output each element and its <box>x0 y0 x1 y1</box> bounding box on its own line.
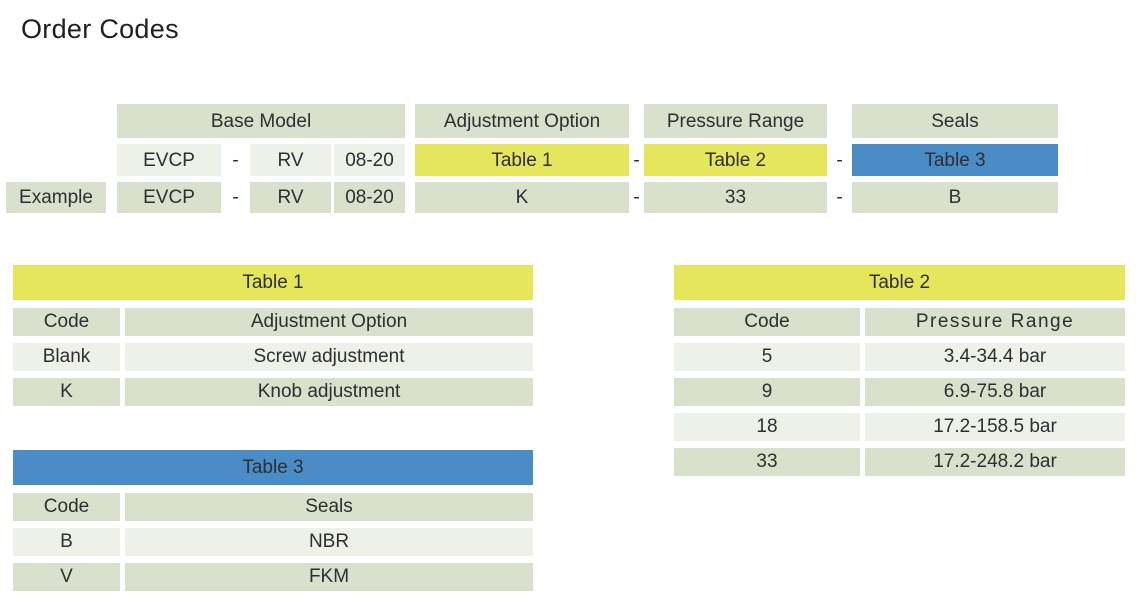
example-adjustment-cell: K <box>415 182 629 213</box>
table-3-header-code: Code <box>13 493 120 521</box>
table-1-code: K <box>13 378 120 406</box>
table-2-header-pressure: Pressure Range <box>865 308 1125 336</box>
table-1-header-code: Code <box>13 308 120 336</box>
code-dash-3: - <box>836 149 843 171</box>
table-1-value: Knob adjustment <box>125 378 533 406</box>
table-row: Code Pressure Range <box>674 308 1125 336</box>
header-pressure-range: Pressure Range <box>644 104 827 138</box>
header-adjustment-option: Adjustment Option <box>415 104 629 138</box>
table-2-code: 5 <box>674 343 860 371</box>
table-row: B NBR <box>13 528 533 556</box>
table-1: Table 1 Code Adjustment Option Blank Scr… <box>13 265 533 406</box>
example-series-cell: RV <box>250 182 331 213</box>
table-2-value: 17.2-248.2 bar <box>865 448 1125 476</box>
table-1-code: Blank <box>13 343 120 371</box>
table-1-header-option: Adjustment Option <box>125 308 533 336</box>
table-2: Table 2 Code Pressure Range 5 3.4-34.4 b… <box>674 265 1125 476</box>
example-dash-1: - <box>232 187 239 208</box>
code-dash-2: - <box>633 149 640 171</box>
table-row: Code Adjustment Option <box>13 308 533 336</box>
table-1-value: Screw adjustment <box>125 343 533 371</box>
example-seals-cell: B <box>852 182 1058 213</box>
table-2-code: 9 <box>674 378 860 406</box>
code-series-cell: RV <box>250 144 331 176</box>
example-size-cell: 08-20 <box>334 182 405 213</box>
table-3: Table 3 Code Seals B NBR V FKM <box>13 450 533 591</box>
table-row: 33 17.2-248.2 bar <box>674 448 1125 476</box>
table-3-value: NBR <box>125 528 533 556</box>
table-3-value: FKM <box>125 563 533 591</box>
example-dash-2: - <box>633 187 640 208</box>
code-pressure-ref-cell: Table 2 <box>644 144 827 176</box>
header-seals: Seals <box>852 104 1058 138</box>
table-row: 9 6.9-75.8 bar <box>674 378 1125 406</box>
example-pressure-cell: 33 <box>644 182 827 213</box>
table-row: V FKM <box>13 563 533 591</box>
table-3-code: B <box>13 528 120 556</box>
table-2-title: Table 2 <box>674 265 1125 300</box>
table-3-title: Table 3 <box>13 450 533 485</box>
code-seals-ref-cell: Table 3 <box>852 144 1058 176</box>
header-base-model: Base Model <box>117 104 405 138</box>
table-2-code: 18 <box>674 413 860 441</box>
table-row: Code Seals <box>13 493 533 521</box>
table-2-header-code: Code <box>674 308 860 336</box>
code-size-cell: 08-20 <box>334 144 405 176</box>
example-label-cell: Example <box>6 182 106 213</box>
table-row: K Knob adjustment <box>13 378 533 406</box>
table-2-value: 6.9-75.8 bar <box>865 378 1125 406</box>
table-2-value: 17.2-158.5 bar <box>865 413 1125 441</box>
table-2-code: 33 <box>674 448 860 476</box>
code-adjustment-ref-cell: Table 1 <box>415 144 629 176</box>
code-prefix-cell: EVCP <box>117 144 221 176</box>
table-3-header-seals: Seals <box>125 493 533 521</box>
table-row: 18 17.2-158.5 bar <box>674 413 1125 441</box>
table-3-code: V <box>13 563 120 591</box>
table-row: Blank Screw adjustment <box>13 343 533 371</box>
code-dash-1: - <box>232 149 239 171</box>
table-1-title: Table 1 <box>13 265 533 300</box>
page-title: Order Codes <box>21 14 179 44</box>
table-row: 5 3.4-34.4 bar <box>674 343 1125 371</box>
table-2-value: 3.4-34.4 bar <box>865 343 1125 371</box>
example-dash-3: - <box>836 187 843 208</box>
example-prefix-cell: EVCP <box>117 182 221 213</box>
